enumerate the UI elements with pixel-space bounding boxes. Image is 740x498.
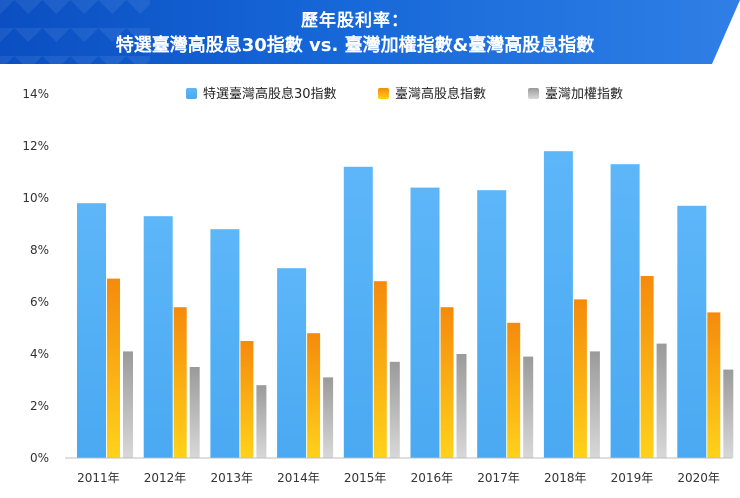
bar-select-30 (410, 187, 440, 458)
bar-weighted (323, 377, 334, 458)
y-tick-label: 0% (30, 451, 49, 465)
bar-select-30 (143, 216, 173, 458)
legend-swatch (528, 88, 539, 99)
bar-select-30 (343, 166, 373, 459)
legend: 特選臺灣高股息30指數 臺灣高股息指數 臺灣加權指數 (186, 86, 623, 102)
x-tick-label: 2017年 (477, 471, 520, 485)
bar-chart: 0% 2% 4% 6% 8% 10% 12% 14% 特選臺灣高股息30指數 臺灣高股息指數 臺灣… (22, 86, 734, 485)
y-tick-label: 14% (22, 87, 49, 101)
x-tick-label: 2020年 (677, 471, 720, 485)
x-tick-label: 2015年 (344, 471, 387, 485)
bar-weighted (656, 343, 667, 458)
y-tick-label: 10% (22, 191, 49, 205)
y-tick-label: 2% (30, 399, 49, 413)
x-tick-label: 2011年 (77, 471, 120, 485)
bar-weighted (589, 351, 600, 458)
bar-select-30 (77, 203, 106, 458)
y-tick-label: 4% (30, 347, 49, 361)
bars (77, 151, 734, 459)
bar-select-30 (677, 205, 707, 458)
bar-high-dividend (440, 307, 454, 458)
bar-weighted (189, 367, 200, 458)
bar-high-dividend (173, 307, 187, 458)
y-tick-label: 6% (30, 295, 49, 309)
bar-high-dividend (107, 278, 120, 458)
title-banner: 歷年股利率： 特選臺灣高股息30指數 vs. 臺灣加權指數&臺灣高股息指數 (0, 0, 740, 64)
banner-pattern (0, 0, 150, 64)
legend-label: 特選臺灣高股息30指數 (203, 86, 337, 102)
bar-high-dividend (307, 333, 321, 458)
x-tick-label: 2019年 (611, 471, 654, 485)
bar-high-dividend (240, 341, 254, 458)
bar-weighted (123, 351, 133, 458)
bar-select-30 (610, 164, 640, 458)
legend-swatch (186, 88, 197, 99)
legend-swatch (378, 88, 389, 99)
legend-label: 臺灣加權指數 (545, 87, 623, 102)
bar-high-dividend (507, 322, 521, 458)
x-tick-label: 2018年 (544, 471, 587, 485)
bar-high-dividend (640, 276, 654, 458)
bar-select-30 (277, 268, 307, 458)
legend-label: 臺灣高股息指數 (395, 86, 486, 102)
bar-select-30 (210, 229, 240, 458)
y-tick-label: 12% (22, 139, 49, 153)
x-tick-label: 2012年 (144, 471, 187, 485)
bar-high-dividend (707, 312, 721, 458)
y-tick-label: 8% (30, 243, 49, 257)
x-tick-label: 2014年 (277, 471, 320, 485)
x-tick-label: 2016年 (411, 471, 454, 485)
x-tick-label: 2013年 (210, 471, 253, 485)
bar-weighted (389, 361, 400, 458)
bar-weighted (723, 369, 734, 458)
bar-select-30 (543, 151, 573, 458)
chart-title-line2: 特選臺灣高股息30指數 vs. 臺灣加權指數&臺灣高股息指數 (115, 35, 595, 56)
bar-weighted (256, 385, 267, 458)
bar-high-dividend (573, 299, 587, 458)
bar-weighted (523, 356, 534, 458)
chart-title-line1: 歷年股利率： (301, 11, 409, 31)
bar-weighted (456, 354, 467, 458)
x-axis: 2011年 2012年 2013年 2014年 2015年 2016年 2017年 2018年… (77, 471, 720, 485)
bar-high-dividend (373, 281, 387, 458)
bar-select-30 (477, 190, 507, 458)
y-axis: 0% 2% 4% 6% 8% 10% 12% 14% (22, 87, 49, 465)
